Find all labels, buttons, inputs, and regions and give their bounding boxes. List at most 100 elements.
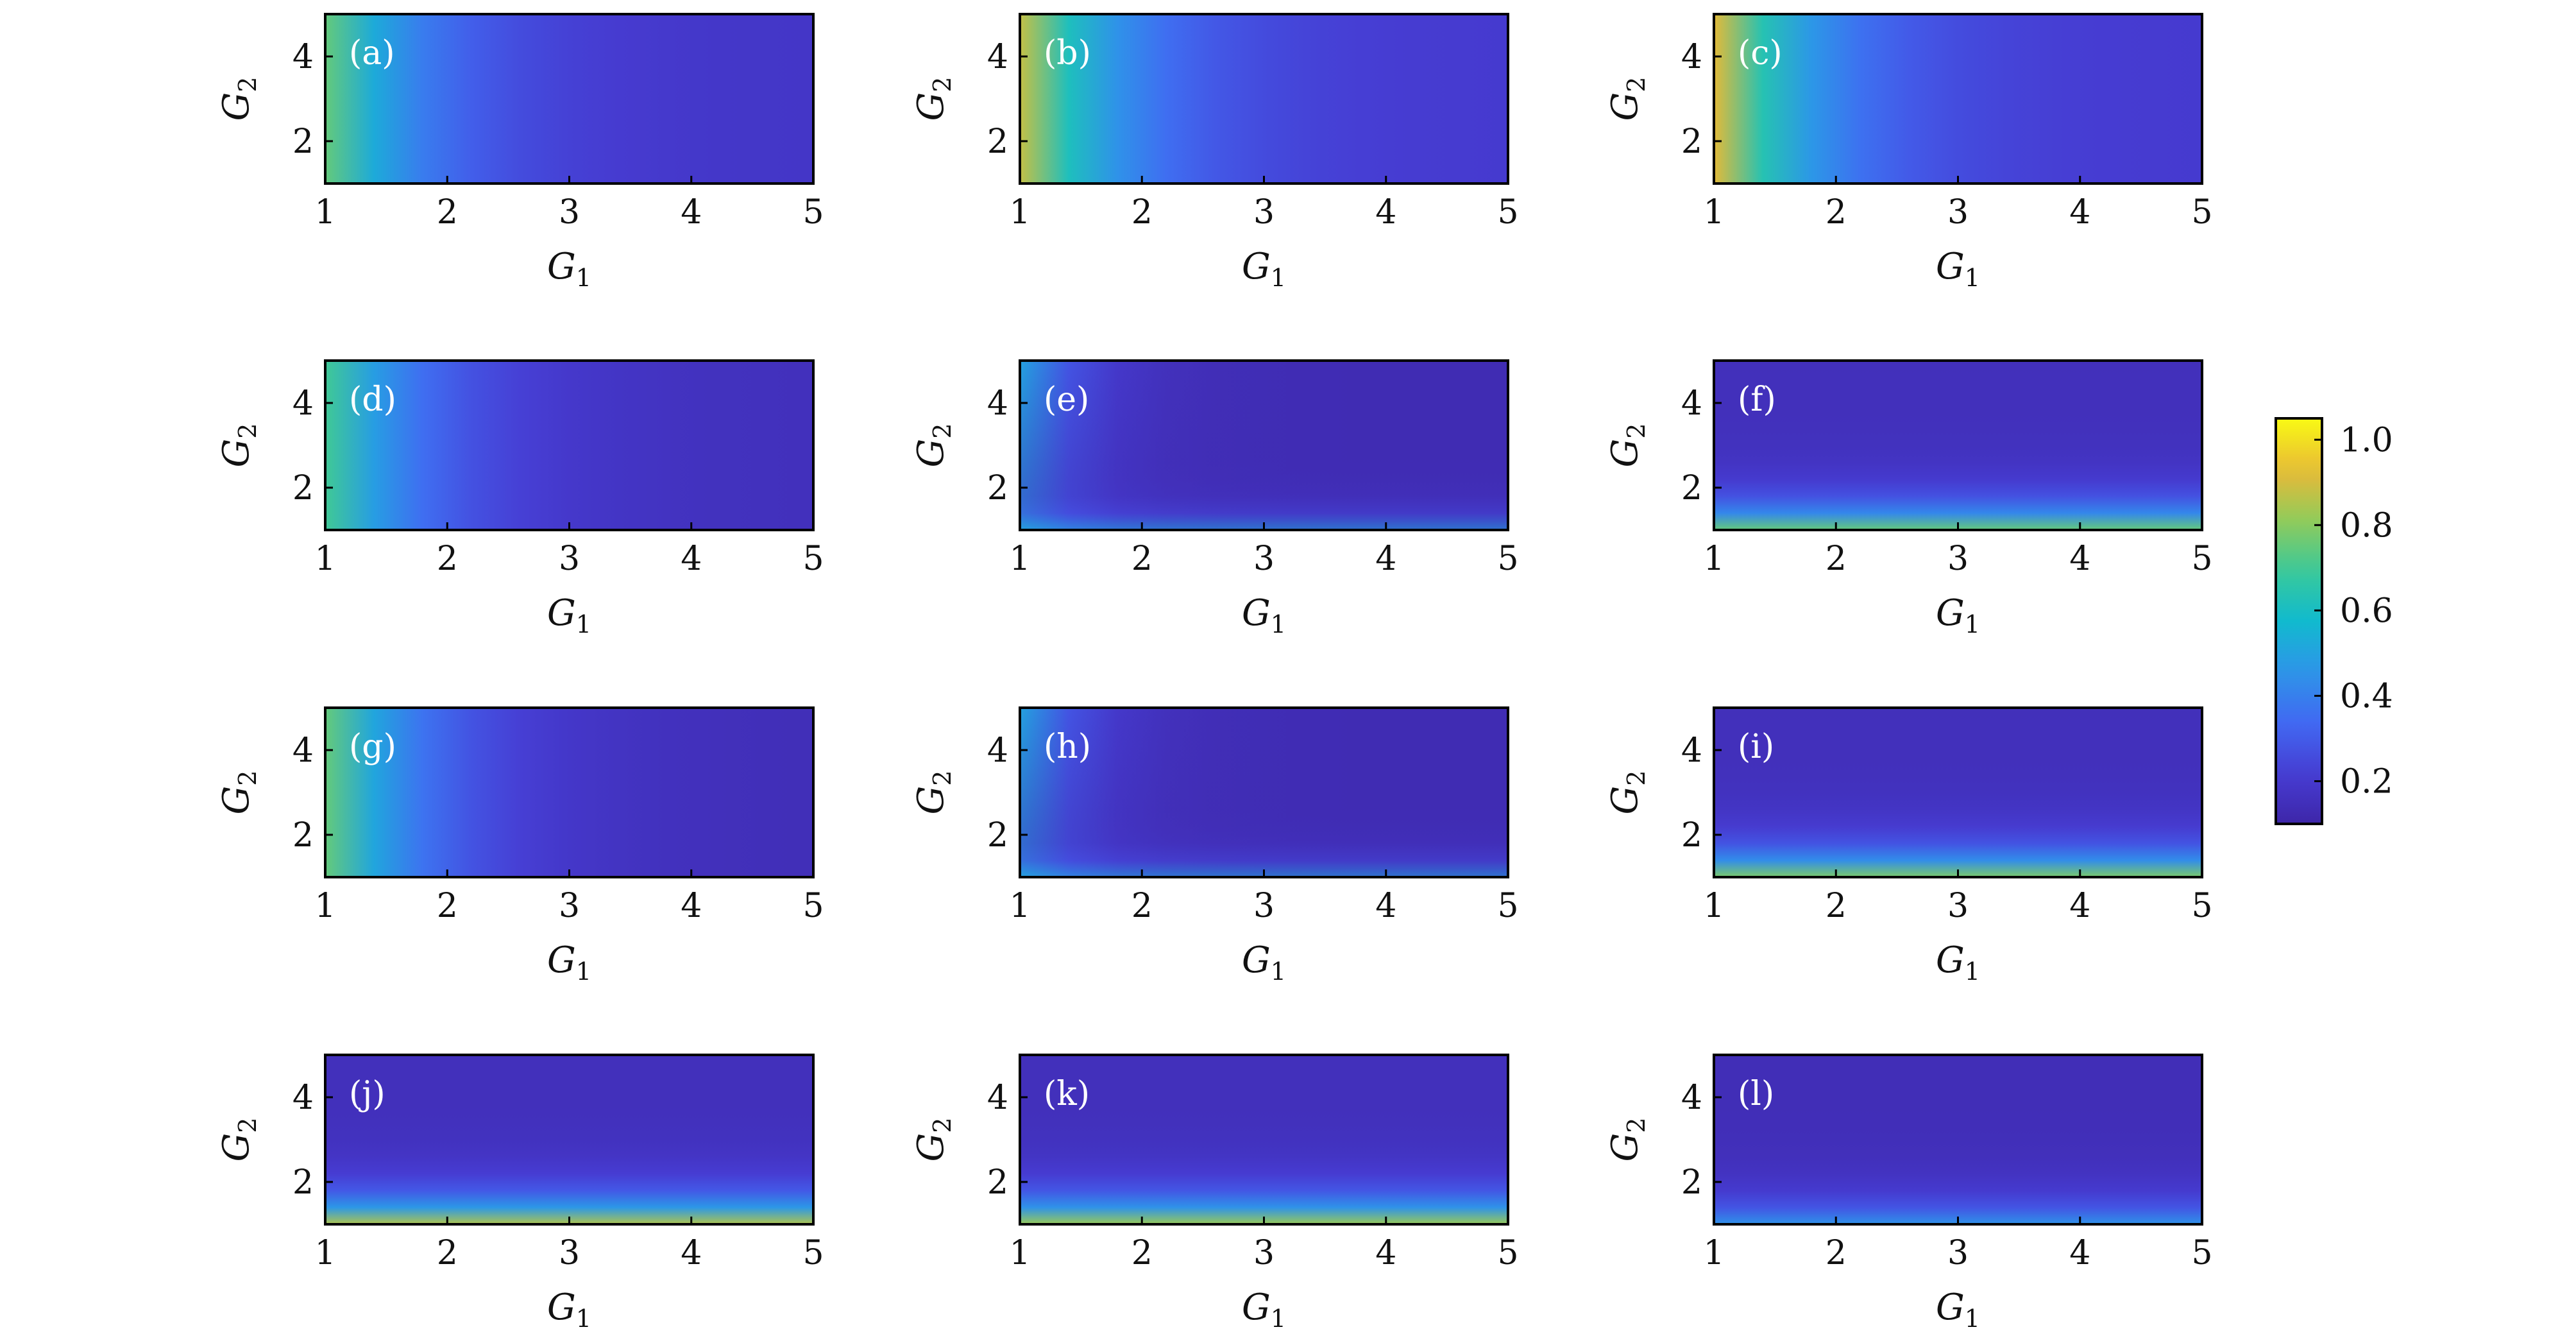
y-axis-label: G2 — [1604, 77, 1650, 121]
y-tick-label: 4 — [292, 384, 314, 423]
x-tick-label: 4 — [2069, 1234, 2090, 1272]
y-axis-label: G2 — [216, 771, 262, 815]
x-tick-label: 5 — [802, 1234, 824, 1272]
x-tick-label: 4 — [681, 1234, 702, 1272]
x-tick-label: 5 — [802, 887, 824, 925]
x-tick-label: 3 — [559, 193, 580, 232]
panel-label: (a) — [349, 34, 395, 73]
x-tick-label: 4 — [681, 540, 702, 578]
x-tick-label: 3 — [1253, 887, 1275, 925]
x-tick-label: 2 — [1826, 540, 1847, 578]
y-axis-label: G2 — [216, 1118, 262, 1162]
x-tick-label: 4 — [1375, 1234, 1396, 1272]
x-tick-label: 1 — [314, 540, 335, 578]
panel-label: (f) — [1738, 381, 1776, 419]
y-tick-label: 4 — [292, 38, 314, 76]
heatmap-field — [1714, 1055, 2202, 1224]
panel-label: (d) — [349, 381, 396, 419]
y-tick-label: 2 — [987, 123, 1008, 161]
heatmap-field — [1020, 14, 1508, 184]
x-tick-label: 3 — [559, 887, 580, 925]
y-tick-label: 2 — [987, 1163, 1008, 1202]
y-tick-label: 2 — [987, 469, 1008, 508]
x-tick-label: 5 — [1497, 193, 1518, 232]
colorbar-tick-label: 1.0 — [2340, 421, 2393, 459]
y-axis-label: G2 — [910, 423, 956, 468]
x-tick-label: 2 — [437, 887, 458, 925]
panel-label: (j) — [349, 1075, 386, 1113]
x-tick-label: 4 — [2069, 540, 2090, 578]
x-tick-label: 1 — [314, 1234, 335, 1272]
x-tick-label: 3 — [1947, 540, 1969, 578]
x-tick-label: 5 — [802, 540, 824, 578]
x-axis-label: G1 — [1242, 939, 1286, 986]
colorbar: 0.2 0.4 0.6 0.8 1.0 — [2275, 417, 2393, 825]
y-tick-label: 4 — [292, 731, 314, 770]
y-tick-label: 2 — [292, 123, 314, 161]
x-axis-label: G1 — [547, 246, 591, 292]
y-axis-label: G2 — [1604, 423, 1650, 468]
heatmap-field — [325, 361, 813, 530]
x-tick-label: 1 — [1009, 887, 1030, 925]
x-tick-label: 2 — [1826, 1234, 1847, 1272]
x-tick-label: 4 — [1375, 887, 1396, 925]
x-tick-label: 4 — [1375, 540, 1396, 578]
y-axis-label: G2 — [910, 771, 956, 815]
y-tick-label: 2 — [1681, 469, 1702, 508]
x-axis-label: G1 — [1242, 1287, 1286, 1333]
heatmap-field — [325, 708, 813, 877]
x-tick-label: 4 — [681, 193, 702, 232]
x-tick-label: 3 — [1253, 1234, 1275, 1272]
x-tick-label: 4 — [1375, 193, 1396, 232]
panel-label: (b) — [1044, 34, 1091, 73]
x-tick-label: 1 — [314, 887, 335, 925]
colorbar-tick-label: 0.4 — [2340, 677, 2393, 715]
y-tick-label: 4 — [987, 384, 1008, 423]
y-tick-label: 4 — [1681, 731, 1702, 770]
x-tick-label: 2 — [1826, 887, 1847, 925]
x-tick-label: 1 — [1703, 1234, 1724, 1272]
y-tick-label: 4 — [1681, 384, 1702, 423]
heatmap-field — [1020, 708, 1508, 877]
y-tick-label: 2 — [987, 816, 1008, 855]
x-axis-label: G1 — [1936, 246, 1980, 292]
panel-label: (h) — [1044, 728, 1091, 766]
y-tick-label: 2 — [292, 469, 314, 508]
x-axis-label: G1 — [547, 592, 591, 638]
colorbar-frame — [2275, 417, 2323, 825]
y-axis-label: G2 — [1604, 771, 1650, 815]
x-tick-label: 4 — [2069, 887, 2090, 925]
x-tick-label: 1 — [1009, 193, 1030, 232]
x-tick-label: 3 — [1947, 193, 1969, 232]
y-tick-label: 4 — [1681, 1079, 1702, 1117]
x-tick-label: 5 — [1497, 540, 1518, 578]
y-tick-label: 2 — [292, 816, 314, 855]
x-tick-label: 4 — [2069, 193, 2090, 232]
heatmap-field — [1714, 708, 2202, 877]
x-tick-label: 2 — [1131, 193, 1153, 232]
x-axis-label: G1 — [1242, 246, 1286, 292]
y-tick-label: 2 — [292, 1163, 314, 1202]
x-tick-label: 3 — [559, 1234, 580, 1272]
x-tick-label: 5 — [1497, 1234, 1518, 1272]
panel-label: (g) — [349, 728, 396, 766]
x-tick-label: 2 — [1131, 1234, 1153, 1272]
y-tick-label: 4 — [987, 731, 1008, 770]
x-tick-label: 1 — [1009, 1234, 1030, 1272]
y-tick-label: 4 — [292, 1079, 314, 1117]
x-tick-label: 3 — [1947, 1234, 1969, 1272]
panel-label: (k) — [1044, 1075, 1090, 1113]
y-axis-label: G2 — [216, 423, 262, 468]
x-tick-label: 2 — [1131, 540, 1153, 578]
y-tick-label: 4 — [987, 1079, 1008, 1117]
x-axis-label: G1 — [1936, 1287, 1980, 1333]
x-tick-label: 1 — [314, 193, 335, 232]
x-tick-label: 5 — [2191, 1234, 2212, 1272]
y-axis-label: G2 — [216, 77, 262, 121]
y-axis-label: G2 — [910, 77, 956, 121]
heatmap-field — [1020, 1055, 1508, 1224]
